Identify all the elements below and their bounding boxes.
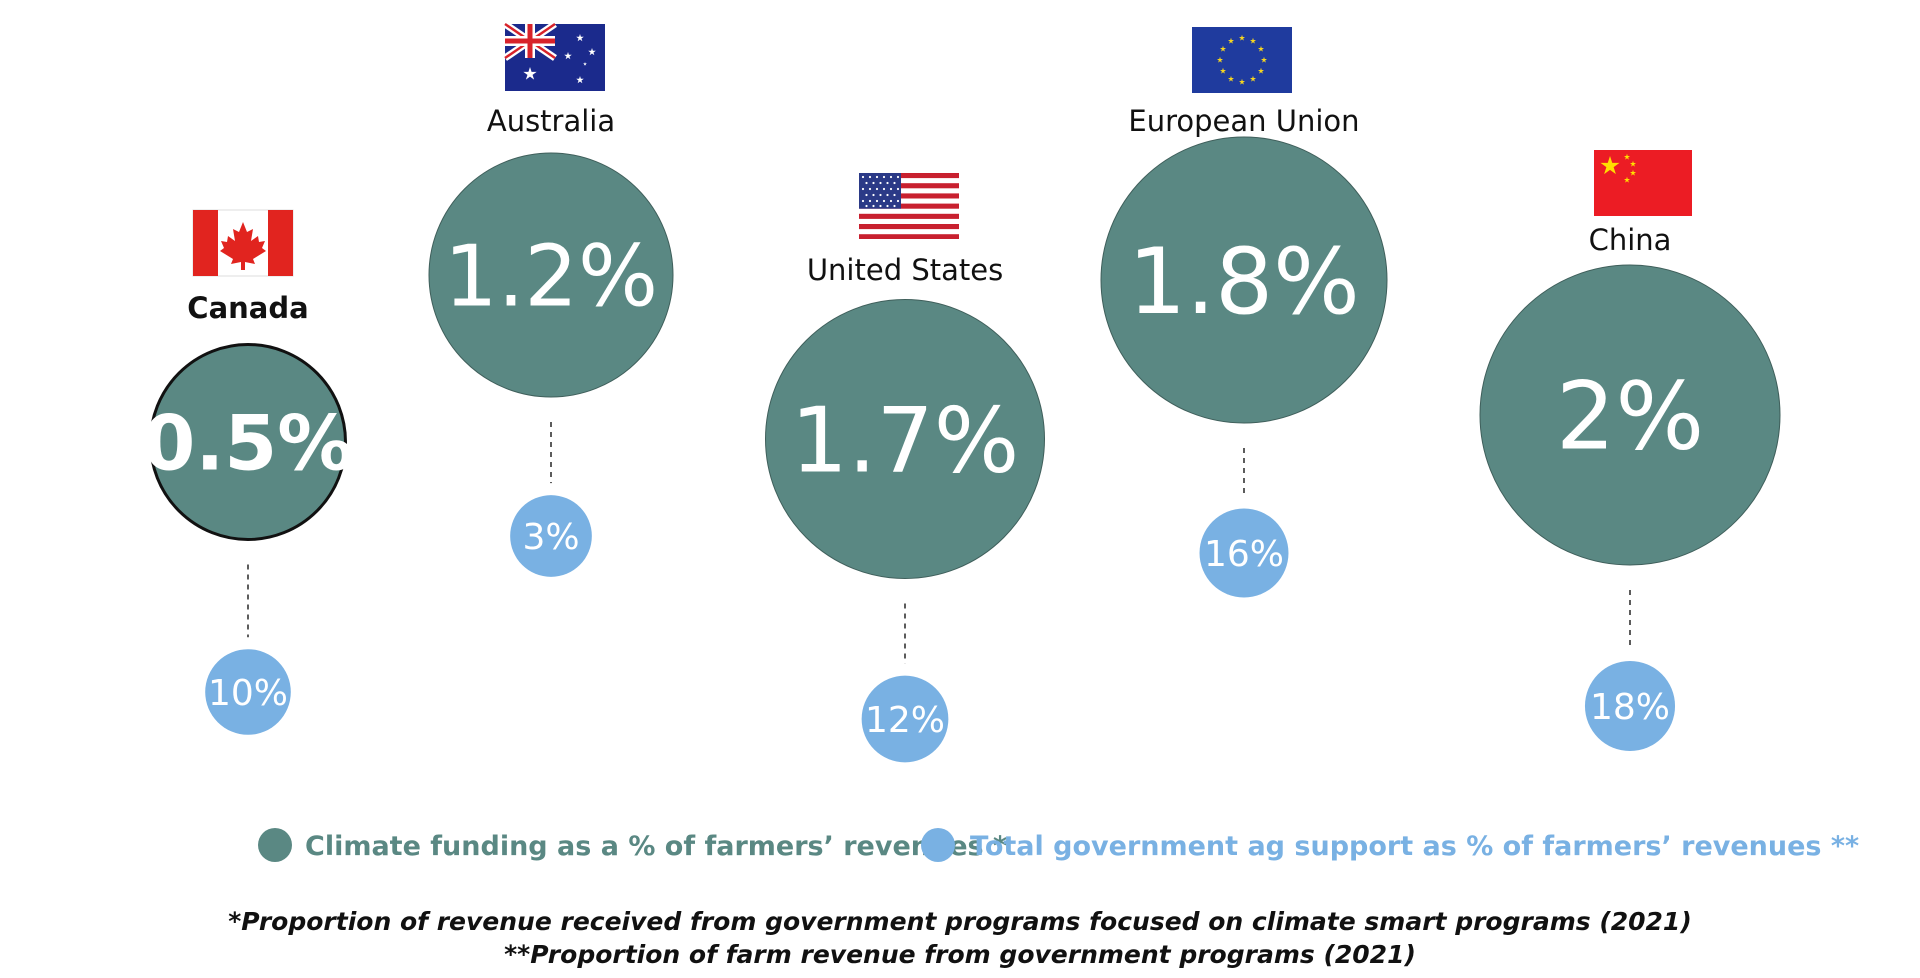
footnote-2: **Proportion of farm revenue from govern… xyxy=(504,940,1416,969)
climate-bubble-australia xyxy=(428,152,674,398)
legend-label-support: Total government ag support as % of farm… xyxy=(970,831,1859,862)
climate-bubble-canada xyxy=(149,343,347,541)
support-value-united-states: 12% xyxy=(865,700,945,741)
support-value-china: 18% xyxy=(1590,687,1670,728)
canada-flag xyxy=(192,209,294,277)
australia-flag xyxy=(503,21,605,91)
footnote-1: *Proportion of revenue received from gov… xyxy=(228,907,1692,936)
climate-value-australia: 1.2% xyxy=(444,227,658,325)
support-bubble-european-union xyxy=(1199,508,1289,598)
support-value-european-union: 16% xyxy=(1204,534,1284,575)
country-label-canada: Canada xyxy=(187,291,308,325)
china-flag xyxy=(1594,150,1692,216)
climate-value-canada: 0.5% xyxy=(142,398,353,487)
legend-swatch-climate xyxy=(258,828,292,862)
country-label-united-states: United States xyxy=(807,253,1003,287)
climate-value-united-states: 1.7% xyxy=(791,388,1020,493)
usa-flag xyxy=(859,173,959,239)
country-label-european-union: European Union xyxy=(1128,104,1359,138)
legend: Climate funding as a % of farmers’ reven… xyxy=(258,828,1859,862)
support-bubble-canada xyxy=(205,649,291,735)
climate-value-china: 2% xyxy=(1556,363,1704,472)
country-label-australia: Australia xyxy=(487,104,615,138)
climate-bubble-european-union xyxy=(1100,136,1388,424)
chart-marks: Canada 0.5% 10% Australia 1.2% 3% United State… xyxy=(142,104,1781,763)
eu-flag xyxy=(1192,27,1292,93)
support-bubble-china xyxy=(1584,660,1676,752)
legend-label-climate: Climate funding as a % of farmers’ reven… xyxy=(305,831,1007,862)
country-label-china: China xyxy=(1589,223,1672,257)
support-bubble-united-states xyxy=(861,675,949,763)
support-bubble-australia xyxy=(510,495,592,577)
legend-swatch-support xyxy=(921,828,955,862)
climate-bubble-united-states xyxy=(765,299,1045,579)
climate-value-european-union: 1.8% xyxy=(1128,228,1360,335)
climate-bubble-china xyxy=(1479,264,1781,566)
support-value-australia: 3% xyxy=(522,517,579,558)
support-value-canada: 10% xyxy=(208,673,288,714)
